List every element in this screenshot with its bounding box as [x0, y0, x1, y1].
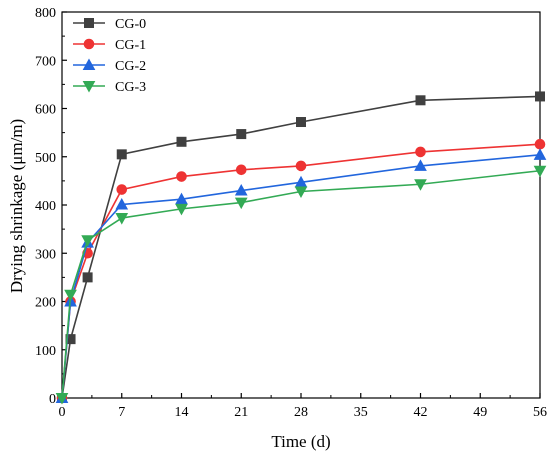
- data-point-cg-0: [415, 95, 426, 106]
- x-tick-label: 42: [414, 405, 428, 420]
- x-tick-label: 14: [175, 405, 189, 420]
- series-line-cg-0: [61, 95, 541, 399]
- data-point-cg-1: [176, 171, 187, 182]
- y-tick-label: 300: [35, 247, 56, 262]
- data-point-cg-3: [294, 186, 308, 199]
- data-point-cg-2: [414, 159, 427, 171]
- legend-label: CG-3: [115, 80, 146, 95]
- plot-layer: 0 100 200 300 400 500 600 700 800 0 7 14 21 28 35 42 49 5…: [35, 6, 547, 420]
- series-line-cg-3: [61, 169, 541, 399]
- data-point-cg-3: [115, 213, 129, 225]
- data-point-cg-1: [415, 146, 426, 158]
- data-point-cg-0: [176, 136, 187, 147]
- legend-marker: [83, 38, 95, 50]
- y-tick-label: 100: [35, 344, 56, 359]
- data-point-cg-0: [535, 91, 545, 102]
- y-tick-label: 800: [35, 6, 56, 21]
- y-tick-label: 600: [35, 103, 56, 118]
- legend-marker: [84, 18, 94, 28]
- x-tick-label: 49: [473, 405, 487, 420]
- legend-label: CG-0: [115, 17, 146, 32]
- data-point-cg-0: [65, 334, 76, 345]
- data-point-cg-3: [234, 197, 248, 210]
- data-point-cg-1: [116, 184, 128, 195]
- x-tick-label: 7: [118, 405, 125, 420]
- x-tick-label: 0: [59, 405, 66, 420]
- x-tick-label: 28: [294, 405, 308, 420]
- data-point-cg-0: [236, 129, 247, 140]
- y-tick-label: 0: [49, 392, 56, 407]
- legend-marker: [82, 58, 96, 70]
- data-point-cg-3: [533, 165, 547, 178]
- data-point-cg-0: [116, 149, 127, 160]
- x-tick-label: 56: [533, 405, 547, 420]
- legend-marker: [82, 81, 96, 93]
- x-axis-title: Time (d): [271, 432, 330, 451]
- data-point-cg-3: [175, 203, 188, 216]
- x-tick-label: 35: [354, 405, 368, 420]
- data-point-cg-0: [82, 272, 93, 283]
- data-point-cg-1: [235, 164, 247, 176]
- data-point-cg-3: [64, 289, 77, 302]
- y-tick-label: 400: [35, 199, 56, 214]
- data-point-cg-3: [55, 393, 69, 405]
- y-tick-label: 700: [35, 54, 56, 69]
- data-point-cg-0: [296, 117, 306, 128]
- legend-label: CG-1: [115, 38, 146, 53]
- legend-label: CG-2: [115, 59, 146, 74]
- x-tick-label: 21: [234, 405, 248, 420]
- data-point-cg-2: [115, 197, 129, 210]
- data-point-cg-2: [234, 183, 248, 196]
- y-axis-title: Drying shrinkage (μm/m): [7, 119, 26, 293]
- data-point-cg-1: [534, 138, 546, 150]
- y-tick-label: 500: [35, 151, 56, 166]
- data-point-cg-1: [295, 160, 307, 172]
- y-tick-label: 200: [35, 296, 56, 311]
- data-point-cg-3: [81, 235, 94, 247]
- data-point-cg-2: [175, 192, 188, 205]
- data-point-cg-2: [533, 148, 547, 160]
- data-point-cg-3: [414, 179, 427, 191]
